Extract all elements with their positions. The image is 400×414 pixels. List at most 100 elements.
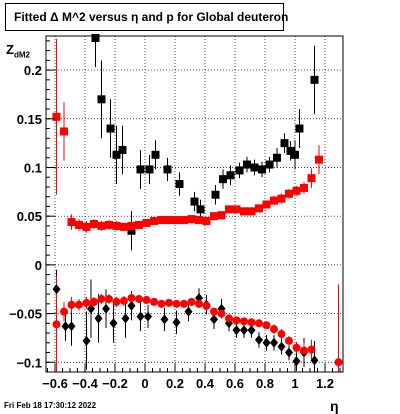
data-point-square bbox=[202, 217, 211, 226]
data-point-diamond bbox=[67, 321, 76, 332]
data-point-square bbox=[172, 216, 181, 225]
data-point-square bbox=[210, 212, 218, 221]
data-point-circle bbox=[187, 297, 196, 306]
data-point-square bbox=[243, 160, 251, 169]
data-point-circle bbox=[255, 319, 263, 328]
data-point-diamond bbox=[160, 314, 169, 325]
data-point-square bbox=[91, 33, 100, 42]
x-tick-label: 0.8 bbox=[256, 376, 274, 391]
data-point-square bbox=[135, 220, 143, 229]
data-point-diamond bbox=[144, 311, 152, 322]
data-point-square bbox=[82, 222, 91, 231]
data-point-square bbox=[273, 153, 281, 162]
data-point-square bbox=[240, 207, 248, 216]
data-point-circle bbox=[82, 298, 91, 307]
data-point-square bbox=[151, 150, 160, 159]
data-point-diamond bbox=[310, 355, 319, 366]
data-point-square bbox=[225, 205, 233, 214]
data-point-diamond bbox=[232, 325, 241, 336]
data-point-square bbox=[292, 186, 301, 195]
data-point-square bbox=[262, 200, 271, 209]
data-point-circle bbox=[172, 299, 181, 308]
data-point-circle bbox=[210, 307, 218, 316]
data-point-diamond bbox=[240, 325, 248, 336]
data-point-circle bbox=[262, 321, 271, 330]
data-point-square bbox=[219, 175, 227, 184]
data-point-circle bbox=[90, 297, 98, 306]
data-point-circle bbox=[157, 299, 166, 308]
data-point-square bbox=[97, 95, 106, 104]
data-point-square bbox=[286, 146, 295, 155]
data-point-circle bbox=[180, 299, 188, 308]
y-tick-label: −0.05 bbox=[9, 307, 42, 322]
data-point-circle bbox=[67, 300, 76, 309]
data-point-square bbox=[145, 165, 154, 174]
data-point-diamond bbox=[262, 337, 271, 348]
data-point-circle bbox=[112, 297, 121, 306]
data-point-circle bbox=[97, 294, 106, 303]
data-point-square bbox=[295, 124, 304, 133]
data-point-square bbox=[270, 196, 278, 205]
x-tick-label: −0.6 bbox=[42, 376, 68, 391]
plot-frame bbox=[45, 35, 344, 373]
data-point-circle bbox=[247, 318, 256, 327]
data-point-circle bbox=[150, 297, 158, 306]
y-tick-label: −0.1 bbox=[16, 355, 42, 370]
x-tick-label: 0.4 bbox=[196, 376, 215, 391]
data-point-square bbox=[127, 226, 136, 235]
data-point-square bbox=[211, 190, 220, 199]
data-point-diamond bbox=[136, 311, 145, 322]
data-point-square bbox=[105, 220, 113, 229]
data-point-circle bbox=[232, 316, 241, 325]
data-point-circle bbox=[334, 358, 343, 367]
data-point-diamond bbox=[109, 318, 118, 329]
data-point-circle bbox=[202, 301, 211, 310]
data-point-circle bbox=[270, 325, 278, 334]
x-tick-label: 0 bbox=[141, 376, 148, 391]
data-point-diamond bbox=[52, 284, 61, 295]
y-axis-label: ZdM2 bbox=[6, 42, 30, 60]
data-point-square bbox=[120, 222, 128, 231]
data-point-square bbox=[60, 127, 68, 136]
x-tick-label: 0.2 bbox=[166, 376, 184, 391]
data-point-square bbox=[180, 216, 188, 225]
data-point-circle bbox=[307, 345, 316, 354]
data-point-circle bbox=[217, 309, 226, 318]
x-tick-label: 1 bbox=[291, 376, 298, 391]
data-point-square bbox=[136, 165, 145, 174]
axes: −0.6 −0.4 −0.2 0 0.2 0.4 0.6 0.8 1 1.2 −0.1 −0.05 0 0… bbox=[9, 40, 341, 391]
x-tick-label: −0.4 bbox=[72, 376, 98, 391]
data-point-circle bbox=[127, 293, 136, 302]
data-point-diamond bbox=[102, 303, 110, 314]
data-point-square bbox=[106, 124, 115, 133]
data-point-square bbox=[118, 145, 127, 154]
data-point-square bbox=[196, 205, 205, 214]
data-point-diamond bbox=[270, 337, 278, 348]
x-tick-label: 1.2 bbox=[316, 376, 334, 391]
data-point-square bbox=[247, 207, 256, 216]
data-point-square bbox=[67, 218, 76, 227]
data-point-square bbox=[52, 112, 61, 121]
data-point-circle bbox=[225, 314, 233, 323]
data-point-square bbox=[112, 221, 121, 230]
data-point-diamond bbox=[172, 317, 181, 328]
data-point-square bbox=[112, 150, 121, 159]
data-point-square bbox=[90, 219, 98, 228]
data-point-square bbox=[258, 165, 266, 174]
data-point-diamond bbox=[184, 306, 193, 317]
data-point-square bbox=[280, 139, 289, 148]
data-point-diamond bbox=[285, 347, 293, 358]
data-point-diamond bbox=[87, 303, 95, 314]
data-point-square bbox=[226, 171, 235, 180]
data-point-circle bbox=[120, 296, 128, 305]
data-point-square bbox=[217, 211, 226, 220]
data-point-diamond bbox=[292, 356, 301, 367]
data-point-circle bbox=[75, 300, 83, 309]
data-point-circle bbox=[60, 307, 68, 316]
data-point-circle bbox=[240, 317, 248, 326]
y-axis-label-sub: dM2 bbox=[13, 50, 30, 60]
x-tick-label: −0.2 bbox=[102, 376, 128, 391]
data-point-circle bbox=[195, 299, 203, 308]
data-point-square bbox=[163, 165, 172, 174]
data-point-diamond bbox=[247, 325, 256, 336]
